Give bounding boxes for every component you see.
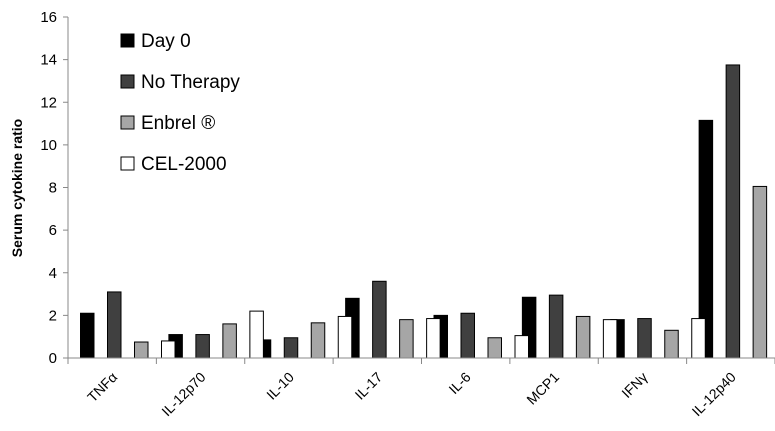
bar-IL-10-CEL-2000 (337, 315, 353, 359)
legend-label: No Therapy (141, 72, 240, 93)
bar-IL-10-Enbrel ® (310, 322, 326, 359)
y-tick-label: 0 (49, 350, 57, 367)
x-category-label: IL-12p40 (689, 369, 740, 420)
bar-IFNγ-No Therapy (637, 318, 652, 359)
bar-IL-17-No Therapy (372, 280, 387, 359)
y-axis-ticks: 0 2 4 6 8 10 12 14 16 (40, 9, 68, 367)
x-axis-ticks: TNFα IL-12p70 IL-10 IL-17 IL-6 MCP1 IFNγ IL-12p… (67, 358, 775, 420)
bar-IL-12p70-Enbrel ® (222, 323, 237, 359)
bar-TNFα-CEL-2000 (161, 340, 176, 359)
bar-IL-12p40-No Therapy (725, 64, 741, 359)
bar-IL-12p40-Enbrel ® (752, 185, 768, 359)
y-tick-label: 2 (49, 307, 57, 324)
bar-IL-12p70-CEL-2000 (249, 310, 264, 359)
x-category-label: IL-10 (263, 369, 297, 403)
y-tick-label: 6 (49, 222, 57, 239)
x-category-label: IL-17 (352, 369, 386, 403)
legend-swatch (120, 115, 135, 130)
x-category-label: IL-12p70 (158, 369, 209, 420)
legend-label: Enbrel ® (141, 113, 215, 134)
y-tick-label: 16 (40, 9, 57, 26)
y-tick-label: 10 (40, 137, 57, 154)
legend-item: CEL-2000 (120, 154, 227, 175)
legend-swatch (120, 33, 135, 48)
bar-MCP1-No Therapy (548, 294, 564, 359)
y-tick-label: 14 (40, 52, 57, 69)
bar-TNFα-Enbrel ® (134, 341, 149, 359)
bar-MCP1-Enbrel ® (575, 315, 591, 359)
bar-IFNγ-CEL-2000 (691, 318, 706, 359)
x-category-label: MCP1 (523, 369, 562, 408)
legend: Day 0 No Therapy Enbrel ® CEL-2000 (120, 31, 240, 175)
bar-IL-12p70-No Therapy (195, 334, 210, 359)
x-category-label: IL-6 (445, 369, 474, 398)
bar-TNFα-Day 0 (80, 312, 95, 359)
y-axis-title: Serum cytokine ratio (9, 119, 25, 258)
y-tick-label: 8 (49, 180, 57, 197)
legend-label: CEL-2000 (141, 154, 227, 175)
legend-item: No Therapy (120, 72, 240, 93)
legend-label: Day 0 (141, 31, 191, 52)
bar-IL-17-CEL-2000 (426, 318, 441, 359)
bar-IL-6-No Therapy (460, 312, 475, 359)
bar-MCP1-CEL-2000 (602, 319, 618, 359)
y-tick-label: 12 (40, 94, 57, 111)
legend-swatch (120, 74, 135, 89)
legend-item: Day 0 (120, 31, 191, 52)
bar-IL-10-No Therapy (283, 337, 299, 359)
legend-swatch (120, 156, 135, 171)
bar-IL-6-CEL-2000 (514, 335, 529, 359)
bar-IFNγ-Enbrel ® (664, 329, 679, 359)
bar-IL-6-Enbrel ® (487, 337, 502, 359)
x-category-label: IFNγ (618, 369, 650, 401)
legend-item: Enbrel ® (120, 113, 215, 134)
bar-IL-17-Enbrel ® (399, 319, 414, 359)
x-category-label: TNFα (84, 369, 120, 405)
bars (80, 64, 768, 359)
bar-TNFα-No Therapy (107, 291, 122, 359)
y-tick-label: 4 (49, 265, 57, 282)
